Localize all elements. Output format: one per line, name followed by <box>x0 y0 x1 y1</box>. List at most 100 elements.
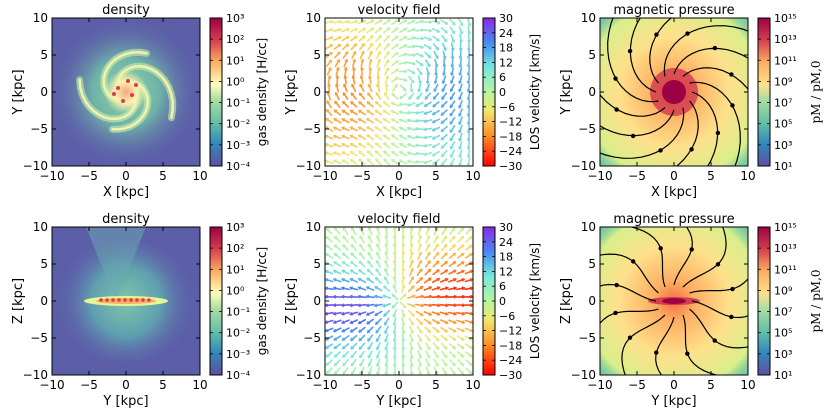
velocity-arrowhead <box>412 27 416 32</box>
field-line <box>621 314 666 375</box>
velocity-arrowhead <box>416 96 420 100</box>
velocity-arrowhead <box>399 102 403 107</box>
velocity-arrowhead <box>427 54 432 59</box>
velocity-arrowhead <box>387 19 391 23</box>
velocity-arrowhead <box>427 260 431 264</box>
velocity-arrowhead <box>366 118 370 122</box>
velocity-arrowhead <box>427 346 431 350</box>
velocity-arrowhead <box>386 51 390 55</box>
x-tick-label: 10 <box>465 378 480 392</box>
velocity-arrowhead <box>382 303 386 308</box>
colorbar-tick-label: 10⁰ <box>226 75 245 88</box>
velocity-arrowhead <box>440 104 445 108</box>
y-tick-label: −10 <box>23 159 48 173</box>
velocity-arrowhead <box>435 235 439 239</box>
velocity-arrowhead <box>450 64 455 68</box>
velocity-arrowhead <box>333 159 337 164</box>
velocity-arrowhead <box>445 311 449 316</box>
velocity-arrowhead <box>374 312 378 316</box>
velocity-arrowhead <box>418 251 423 256</box>
velocity-arrowhead <box>326 100 330 104</box>
velocity-arrowhead <box>333 261 337 265</box>
velocity-arrowhead <box>420 303 424 308</box>
velocity-arrowhead <box>382 109 387 114</box>
y-tick-label: 10 <box>306 11 321 25</box>
y-axis-label: Z [kpc] <box>11 278 26 324</box>
velocity-arrowhead <box>375 101 379 105</box>
velocity-arrowhead <box>412 44 416 49</box>
velocity-arrowhead <box>409 251 414 255</box>
velocity-arrowhead <box>461 269 465 274</box>
velocity-arrowhead <box>407 110 411 115</box>
x-tick-label: 5 <box>159 378 167 392</box>
velocity-arrowhead <box>410 322 414 326</box>
velocity-arrowhead <box>441 153 445 158</box>
velocity-arrowhead <box>420 53 424 58</box>
velocity-arrowhead <box>409 355 414 359</box>
velocity-arrowhead <box>341 320 345 325</box>
velocity-arrowhead <box>333 354 338 358</box>
y-tick-label: 0 <box>313 85 321 99</box>
colorbar-tick-label: −24 <box>499 354 522 367</box>
velocity-arrowhead <box>366 303 370 308</box>
velocity-arrowhead <box>460 227 464 232</box>
velocity-arrowhead <box>403 305 407 309</box>
velocity-arrowhead <box>392 276 397 280</box>
velocity-arrowhead <box>376 371 380 375</box>
colorbar-tick-label: 10⁹ <box>774 284 792 297</box>
velocity-arrowhead <box>460 370 464 375</box>
velocity-arrowhead <box>433 88 437 92</box>
y-tick-label: −10 <box>296 368 321 382</box>
velocity-arrowhead <box>410 259 414 264</box>
velocity-arrowhead <box>391 305 395 309</box>
velocity-arrowhead <box>367 371 372 375</box>
velocity-arrowhead <box>335 83 339 87</box>
field-line-arrowhead <box>685 351 690 356</box>
velocity-arrowhead <box>341 286 345 291</box>
field-line-arrowhead <box>630 133 636 139</box>
velocity-arrowhead <box>351 75 356 79</box>
velocity-arrowhead <box>415 118 419 123</box>
y-tick-label: 5 <box>313 48 321 62</box>
velocity-arrowhead <box>341 151 345 155</box>
velocity-arrowhead <box>409 363 414 367</box>
dense-clump <box>134 83 138 87</box>
velocity-arrowhead <box>432 96 437 100</box>
velocity-arrowhead <box>342 345 346 350</box>
velocity-arrowhead <box>350 101 354 105</box>
velocity-arrowhead <box>392 235 397 239</box>
velocity-arrowhead <box>453 320 457 325</box>
velocity-arrowhead <box>423 152 427 157</box>
velocity-arrowhead <box>382 118 387 122</box>
field-line-arrowhead <box>715 262 721 267</box>
field-line-arrowhead <box>729 72 734 77</box>
velocity-arrowhead <box>468 227 473 232</box>
velocity-arrowhead <box>427 329 432 334</box>
velocity-arrowhead <box>354 27 358 32</box>
y-tick-label: 5 <box>588 48 596 62</box>
velocity-arrowhead <box>426 227 431 231</box>
colorbar-tick-label: 0 <box>499 86 506 99</box>
velocity-arrowhead <box>459 31 464 35</box>
velocity-arrowhead <box>452 261 457 265</box>
panel-density-yz: −10 −5 0 5 10 −10 −5 0 5 10 density Y [kpc] Z [kpc] 1… <box>11 212 269 409</box>
velocity-arrowhead <box>378 27 382 31</box>
velocity-arrowhead <box>329 36 334 40</box>
velocity-arrowhead <box>352 51 357 55</box>
velocity-arrowhead <box>383 285 387 289</box>
velocity-arrowhead <box>469 328 473 333</box>
velocity-arrowhead <box>469 320 473 324</box>
velocity-arrowhead <box>383 101 387 105</box>
velocity-arrowhead <box>458 105 462 109</box>
velocity-arrowhead <box>374 294 378 299</box>
velocity-arrowhead <box>325 151 329 155</box>
velocity-arrowhead <box>453 294 457 299</box>
velocity-arrowhead <box>404 60 408 65</box>
colorbar-tick-label: 10³ <box>774 348 792 361</box>
velocity-arrowhead <box>426 243 431 247</box>
velocity-arrowhead <box>407 159 411 164</box>
velocity-arrowhead <box>330 19 334 24</box>
x-tick-label: −5 <box>353 169 371 183</box>
velocity-arrowhead <box>342 227 346 231</box>
velocity-arrowhead <box>325 236 330 240</box>
